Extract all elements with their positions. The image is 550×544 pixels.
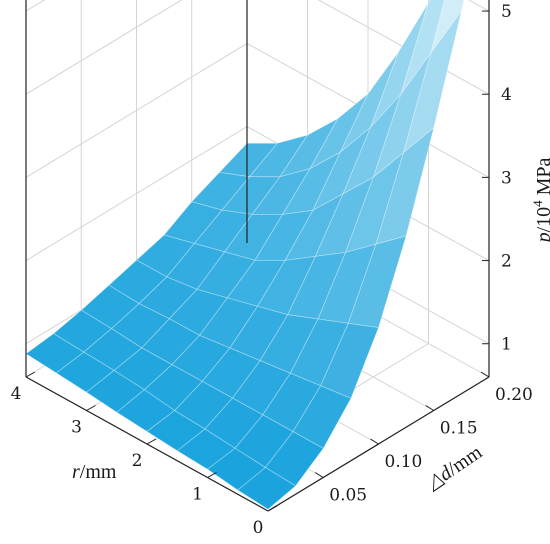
p-tick-label: 1 bbox=[501, 335, 512, 355]
p-tick-label: 5 bbox=[501, 2, 512, 22]
r-tick-label: 0 bbox=[253, 518, 264, 538]
surface-patch bbox=[347, 235, 407, 329]
d-tick-mark bbox=[480, 371, 490, 378]
back-wall-gridline bbox=[25, 0, 183, 95]
side-wall-gridline bbox=[317, 0, 490, 95]
r-tick-mark bbox=[207, 472, 217, 478]
d-tick-label: 0.10 bbox=[385, 452, 423, 472]
surface-patch bbox=[292, 385, 352, 449]
r-tick-mark bbox=[267, 505, 278, 512]
r-tick-label: 1 bbox=[192, 485, 203, 505]
surface-patch bbox=[400, 0, 445, 95]
surface-patch bbox=[430, 0, 465, 53]
surface-patch bbox=[402, 10, 462, 154]
r-tick-label: 4 bbox=[11, 384, 22, 404]
surface-layer bbox=[25, 0, 465, 510]
d-tick-label: 0.15 bbox=[440, 419, 478, 439]
r-tick-label: 3 bbox=[71, 418, 82, 438]
surface-patch bbox=[237, 467, 297, 510]
r-tick-mark bbox=[146, 438, 157, 445]
r-tick-mark bbox=[25, 371, 36, 378]
p-tick-label: 4 bbox=[501, 85, 512, 105]
d-tick-label: 0.05 bbox=[329, 486, 367, 506]
back-wall-gridline bbox=[25, 126, 248, 261]
d-tick-mark bbox=[425, 405, 435, 411]
surface-patch bbox=[320, 322, 380, 399]
p-tick-label: 2 bbox=[501, 252, 512, 272]
x-axis-label: r/mm bbox=[72, 461, 117, 483]
d-tick-mark bbox=[314, 472, 324, 478]
d-tick-label: 0.20 bbox=[495, 385, 533, 405]
r-tick-mark bbox=[86, 405, 96, 411]
back-wall-gridline bbox=[25, 42, 248, 178]
z-axis-label: p/104 MPa bbox=[530, 157, 550, 244]
d-tick-mark bbox=[370, 438, 379, 445]
p-tick-label: 3 bbox=[501, 168, 512, 188]
y-axis-label: △d/mm bbox=[422, 441, 487, 495]
r-tick-label: 2 bbox=[132, 451, 143, 471]
